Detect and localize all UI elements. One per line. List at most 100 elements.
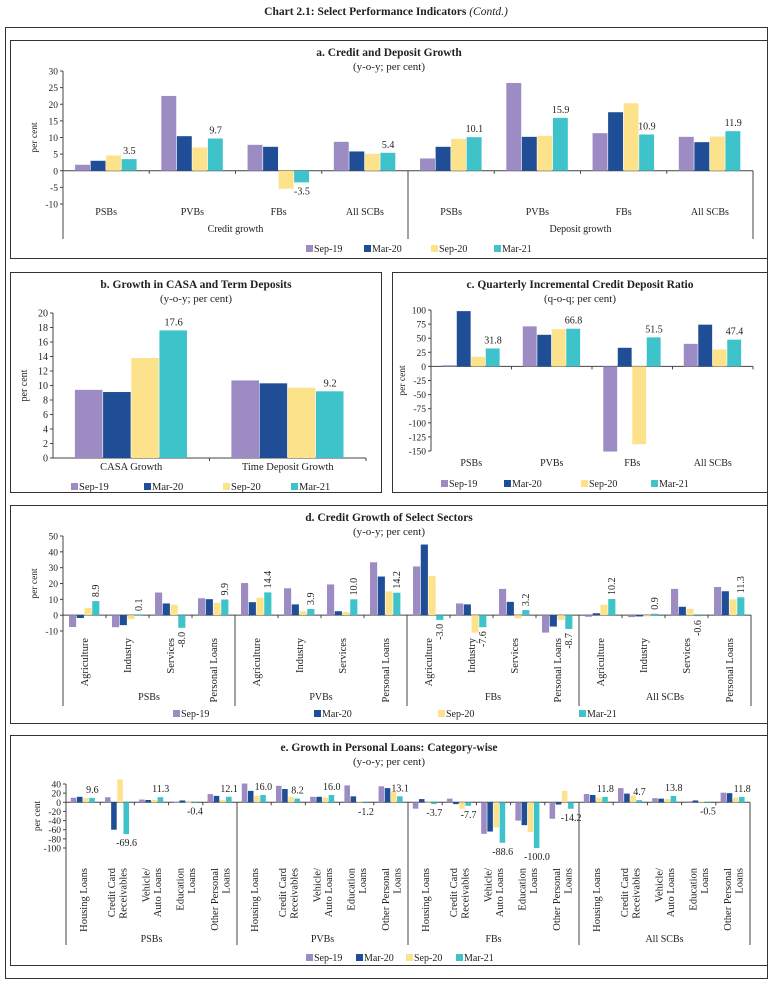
x-category-label: Personal Loans [381, 638, 392, 702]
bar-sep-19 [522, 326, 537, 367]
x-category-label-line: Other Personal [723, 868, 734, 931]
bar-sep-20 [596, 797, 602, 803]
bar-sep-19 [583, 794, 590, 803]
bar-mar-21 [431, 802, 437, 804]
bar-sep-19 [549, 802, 556, 819]
group-label: PSBs [138, 692, 160, 703]
data-label: 9.7 [209, 125, 222, 136]
y-tick-label: 0 [53, 167, 58, 177]
bar-mar-21 [694, 615, 702, 617]
bar-mar-20 [521, 802, 528, 826]
bar-mar-21 [646, 337, 661, 367]
x-category-label: Credit CardReceivables [107, 867, 130, 918]
bar-mar-20 [247, 790, 254, 803]
data-label: 9.6 [86, 785, 99, 796]
x-category-label: Vehicle/Auto Loans [483, 868, 506, 917]
x-category-label-line: Auto Loans [666, 868, 677, 917]
x-category-label-line: Personal Loans [553, 638, 564, 702]
legend-swatch [306, 245, 313, 252]
y-axis-label: per cent [19, 369, 30, 401]
x-category-label-line: Loans [392, 868, 403, 894]
legend-label: Mar-21 [299, 482, 330, 492]
bar-mar-20 [555, 802, 562, 805]
data-label: 11.9 [725, 118, 742, 129]
bar-sep-19 [456, 603, 464, 616]
x-category-label: Agriculture [80, 638, 91, 687]
x-category-label-line: Other Personal [381, 868, 392, 931]
y-tick-label: 0 [53, 612, 58, 622]
x-category-label: Other PersonalLoans [723, 868, 746, 931]
x-category-label: All SCBs [691, 207, 729, 218]
x-category-label-line: Loans [734, 868, 745, 894]
bar-sep-20 [385, 591, 393, 616]
x-category-label-line: Personal Loans [209, 638, 220, 702]
legend-label: Mar-20 [152, 482, 183, 492]
chart-e-panel: e. Growth in Personal Loans: Category-wi… [10, 735, 768, 966]
bar-sep-20 [664, 799, 671, 803]
chart-subtitle: (q-o-q; per cent) [543, 293, 617, 305]
bar-sep-19 [155, 592, 163, 616]
data-label: -69.6 [116, 838, 137, 849]
bar-mar-20 [384, 788, 391, 803]
x-category-label: Industry [295, 637, 306, 673]
x-category-label-line: Loans [700, 868, 711, 894]
bar-mar-20 [90, 160, 106, 171]
bar-mar-21 [602, 796, 608, 803]
legend-label: Mar-20 [372, 244, 402, 255]
data-label: 3.2 [521, 594, 532, 607]
data-label: 8.9 [91, 585, 102, 598]
page-title-contd: (Contd.) [469, 6, 508, 18]
bar-sep-20 [493, 802, 500, 828]
x-category-label-line: Services [166, 638, 177, 674]
bar-sep-20 [83, 798, 89, 803]
data-label: -88.6 [492, 847, 513, 858]
x-category-label: Housing Loans [592, 868, 603, 932]
y-tick-label: 50 [417, 335, 427, 345]
bar-sep-19 [173, 801, 179, 803]
bar-mar-21 [651, 613, 659, 616]
data-label: 47.4 [726, 327, 744, 338]
bar-sep-20 [342, 612, 350, 616]
x-category-label: Credit CardReceivables [278, 867, 301, 918]
x-category-label: FBs [624, 458, 640, 469]
y-tick-label: 0 [56, 799, 61, 809]
x-category-label: Services [510, 638, 521, 674]
legend-swatch [456, 954, 463, 961]
legend-label: Sep-19 [449, 479, 477, 490]
legend-swatch [306, 954, 313, 961]
bar-mar-20 [349, 151, 365, 171]
bar-mar-21 [636, 800, 643, 803]
bar-sep-19 [683, 343, 698, 367]
data-label: 15.9 [552, 105, 570, 116]
bar-mar-20 [456, 311, 471, 367]
chart-subtitle: (y-o-y; per cent) [352, 526, 426, 538]
bar-mar-20 [350, 796, 357, 803]
bar-mar-21 [397, 796, 403, 803]
bar-mar-20 [463, 604, 471, 616]
legend-label: Mar-21 [464, 953, 494, 964]
chart-a-panel: a. Credit and Deposit Growth (y-o-y; per… [10, 40, 768, 259]
x-category-label: Agriculture [596, 638, 607, 687]
bar-mar-20 [291, 604, 299, 616]
bar-sep-19 [442, 365, 457, 367]
bar-mar-20 [435, 146, 451, 171]
x-category-label: Services [166, 638, 177, 674]
legend-label: Sep-19 [314, 953, 342, 964]
bar-mar-21 [499, 802, 506, 843]
y-tick-label: -40 [48, 817, 61, 827]
legend-label: Mar-21 [659, 479, 689, 490]
bar-sep-20 [106, 155, 122, 171]
x-category-label: PSBs [460, 458, 482, 469]
legend-swatch [438, 710, 445, 717]
bar-sep-20 [632, 366, 647, 445]
x-category-label-line: Industry [639, 637, 650, 673]
legend-swatch [364, 245, 371, 252]
bar-sep-19 [542, 615, 550, 633]
bar-sep-19 [585, 615, 593, 617]
x-category-label: Housing Loans [421, 868, 432, 932]
bar-mar-20 [608, 112, 624, 171]
x-category-label: PVBs [181, 207, 204, 218]
bar-mar-21 [264, 592, 272, 616]
bar-sep-19 [628, 615, 636, 618]
bar-mar-20 [145, 800, 151, 803]
